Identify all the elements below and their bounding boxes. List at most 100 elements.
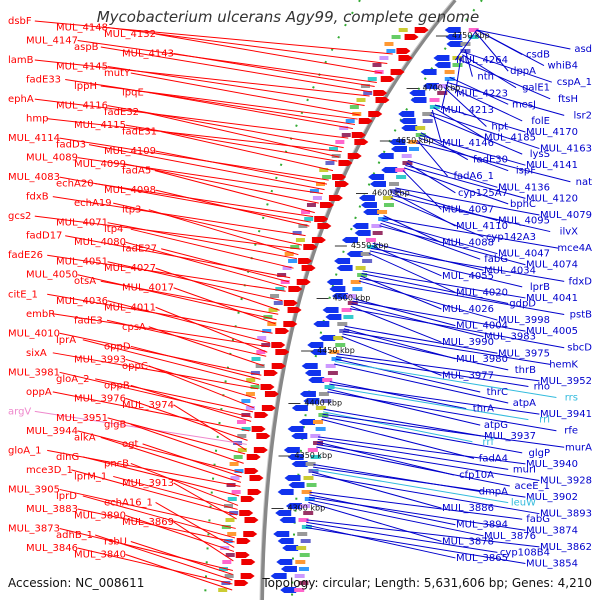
cog-block <box>409 147 420 151</box>
reverse-gene-label: MUL_4223 <box>456 88 508 99</box>
forward-gene-label: oppC <box>122 361 148 372</box>
forward-gene-label: fadE33 <box>26 75 61 86</box>
leader-line <box>154 170 315 214</box>
forward-gene-label: dinG <box>56 452 79 463</box>
reverse-gene-arrow <box>434 62 451 68</box>
leader-line <box>34 98 349 139</box>
reverse-gene-label: MUL_4185 <box>484 133 536 144</box>
leader-line <box>125 514 235 552</box>
leader-line <box>370 247 565 282</box>
forward-gene-arrow <box>311 237 326 243</box>
cog-block <box>300 539 311 543</box>
leader-line <box>155 189 310 227</box>
forward-gene-label: fadD17 <box>26 231 62 242</box>
leader-line <box>459 59 551 100</box>
cog-block <box>250 385 260 389</box>
forward-gene-label: MUL_3890 <box>74 510 126 521</box>
cog-block <box>384 42 394 46</box>
reverse-gene-label: glgP <box>528 448 550 459</box>
cog-block <box>319 168 329 172</box>
reverse-gene-arrow <box>275 510 292 516</box>
leader-line <box>405 164 526 199</box>
reverse-gene-label: murA <box>565 442 592 453</box>
reverse-gene-label: MUL_4136 <box>498 182 550 193</box>
cog-block <box>327 371 338 375</box>
leader-line <box>125 554 233 591</box>
cog-block <box>312 420 323 424</box>
cog-block <box>363 91 373 95</box>
leader-line <box>342 333 509 371</box>
cog-block <box>292 231 302 235</box>
kbp-tick-labels: 4750 kbp 4700 kbp 4650 kbp 4600 kbp 4550 kbp… <box>271 31 490 513</box>
leader-line <box>308 496 526 531</box>
forward-gene-label: MUL_4147 <box>26 36 78 47</box>
leader-line <box>429 114 523 155</box>
forward-gene-label: citE_1 <box>8 289 38 300</box>
reverse-gene-label: MUL_4005 <box>526 326 578 337</box>
reverse-gene-label: MUL_4088 <box>442 238 494 249</box>
cog-block <box>367 77 377 81</box>
cog-block <box>388 182 399 186</box>
reverse-gene-label: fabG <box>484 254 508 265</box>
reverse-gene-label: sbcD <box>567 343 592 354</box>
leader-line <box>148 326 264 367</box>
kbp-tick-label: 4750 kbp <box>452 31 490 40</box>
reverse-gene-label: MUL_4004 <box>456 321 508 332</box>
genome-summary-text: Topology: circular; Length: 5,631,606 bp… <box>261 576 592 590</box>
reverse-gene-arrow <box>401 125 418 131</box>
reverse-gene-arrow <box>409 90 426 96</box>
forward-gene-label: ltp3 <box>122 205 141 216</box>
cog-block <box>308 469 319 473</box>
leader-line <box>381 220 498 255</box>
forward-gene-label: MUL_3883 <box>26 504 78 515</box>
leader-line <box>309 494 456 526</box>
leader-line <box>362 270 526 299</box>
cog-block <box>372 63 382 67</box>
forward-gene-label: MUL_3840 <box>74 549 126 560</box>
reverse-gene-label: thrC <box>487 387 508 398</box>
forward-gene-label: MUL_3846 <box>26 543 78 554</box>
reverse-gene-arrow <box>360 202 377 208</box>
forward-gene-label: MUL_4116 <box>56 101 108 112</box>
leader-line <box>82 495 236 539</box>
forward-gene-arrow <box>314 216 329 222</box>
reverse-gene-label: nth <box>477 72 494 83</box>
cog-block <box>301 210 311 214</box>
leader-line <box>329 381 467 410</box>
leader-line <box>148 209 299 256</box>
forward-gene-label: embR <box>26 309 55 320</box>
reverse-gene-arrow <box>446 41 463 47</box>
forward-gene-label: ogt <box>122 439 138 450</box>
leader-line <box>433 107 484 138</box>
leader-line <box>95 534 233 581</box>
cog-block <box>267 322 277 326</box>
forward-gene-label: gcs2 <box>8 211 31 222</box>
leader-line <box>311 474 540 515</box>
leader-line <box>47 293 273 334</box>
forward-gene-arrow <box>373 90 388 96</box>
forward-gene-label: MUL_4050 <box>26 270 78 281</box>
cog-block <box>395 168 406 172</box>
forward-gene-arrow <box>347 153 362 159</box>
leader-line <box>321 416 523 454</box>
reverse-gene-label: MUL_3998 <box>498 315 550 326</box>
reverse-gene-arrow <box>346 251 363 257</box>
reverse-gene-arrow <box>398 111 415 117</box>
leader-line <box>312 471 442 509</box>
leader-line <box>106 319 267 357</box>
reverse-gene-label: rho <box>534 381 550 392</box>
leader-line <box>142 443 242 478</box>
reverse-gene-label: MUL_4055 <box>442 271 494 282</box>
cog-block <box>298 518 309 522</box>
cog-block <box>422 112 433 116</box>
leader-line <box>349 308 565 349</box>
forward-gene-arrow <box>301 265 316 271</box>
forward-gene-label: MUL_4114 <box>8 133 60 144</box>
forward-gene-label: MUL_4143 <box>122 49 174 60</box>
leader-line <box>173 521 234 562</box>
reverse-gene-arrow <box>313 321 330 327</box>
reverse-gene-label: lsr2 <box>574 110 592 121</box>
cog-block <box>237 434 247 438</box>
leader-line <box>446 81 565 116</box>
